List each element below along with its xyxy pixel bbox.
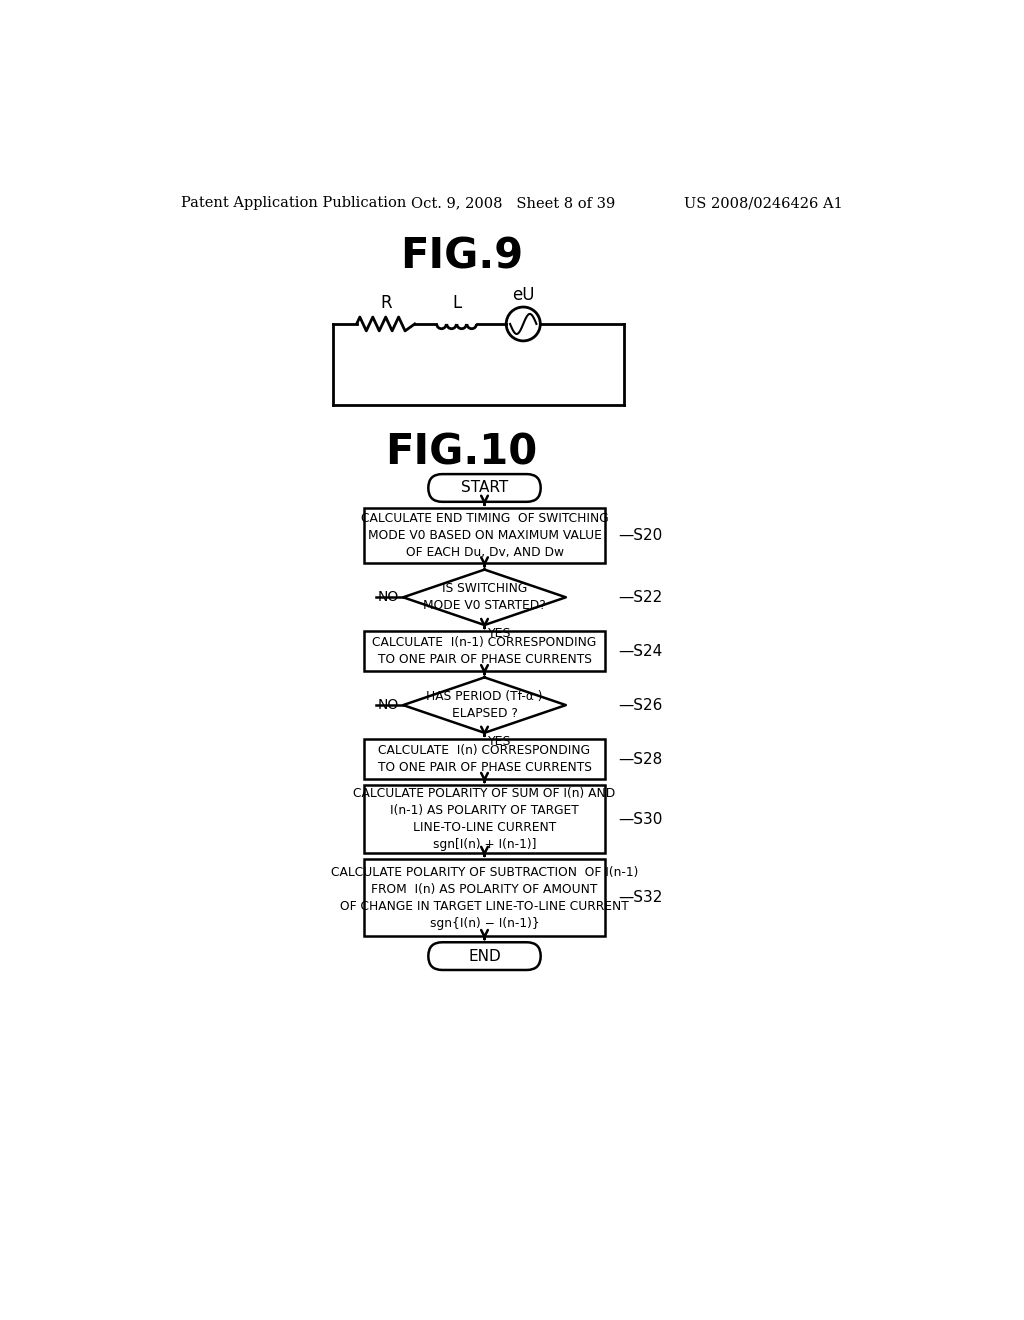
Text: —S28: —S28 (618, 751, 663, 767)
Text: FIG.9: FIG.9 (399, 235, 523, 277)
Text: CALCULATE POLARITY OF SUBTRACTION  OF I(n-1)
FROM  I(n) AS POLARITY OF AMOUNT
OF: CALCULATE POLARITY OF SUBTRACTION OF I(n… (331, 866, 638, 929)
Text: FIG.10: FIG.10 (385, 432, 538, 474)
Text: L: L (452, 293, 461, 312)
Bar (365, 631, 604, 671)
Text: CALCULATE END TIMING  OF SWITCHING
MODE V0 BASED ON MAXIMUM VALUE
OF EACH Du, Dv: CALCULATE END TIMING OF SWITCHING MODE V… (360, 512, 608, 560)
Text: eU: eU (512, 286, 535, 304)
Text: US 2008/0246426 A1: US 2008/0246426 A1 (684, 197, 843, 210)
FancyBboxPatch shape (428, 942, 541, 970)
Bar (365, 508, 604, 564)
FancyBboxPatch shape (428, 474, 541, 502)
Text: NO: NO (377, 590, 398, 605)
Text: —S30: —S30 (618, 812, 663, 826)
Text: END: END (468, 949, 501, 964)
Bar (365, 859, 604, 936)
Bar (365, 785, 604, 853)
Text: —S26: —S26 (618, 697, 663, 713)
Text: —S24: —S24 (618, 644, 663, 659)
Text: —S20: —S20 (618, 528, 663, 544)
Text: YES: YES (488, 627, 512, 640)
Text: CALCULATE  I(n) CORRESPONDING
TO ONE PAIR OF PHASE CURRENTS: CALCULATE I(n) CORRESPONDING TO ONE PAIR… (378, 744, 592, 774)
Text: YES: YES (488, 735, 512, 748)
Text: —S22: —S22 (618, 590, 663, 605)
Text: R: R (380, 293, 391, 312)
Text: —S32: —S32 (618, 890, 663, 906)
Bar (365, 739, 604, 779)
Text: CALCULATE  I(n-1) CORRESPONDING
TO ONE PAIR OF PHASE CURRENTS: CALCULATE I(n-1) CORRESPONDING TO ONE PA… (373, 636, 597, 667)
Text: CALCULATE POLARITY OF SUM OF I(n) AND
I(n-1) AS POLARITY OF TARGET
LINE-TO-LINE : CALCULATE POLARITY OF SUM OF I(n) AND I(… (353, 787, 615, 851)
Text: START: START (461, 480, 508, 495)
Text: Oct. 9, 2008   Sheet 8 of 39: Oct. 9, 2008 Sheet 8 of 39 (411, 197, 615, 210)
Text: Patent Application Publication: Patent Application Publication (180, 197, 407, 210)
Text: IS SWITCHING
MODE V0 STARTED?: IS SWITCHING MODE V0 STARTED? (423, 582, 546, 612)
Text: NO: NO (377, 698, 398, 711)
Text: HAS PERIOD (Tf-α )
ELAPSED ?: HAS PERIOD (Tf-α ) ELAPSED ? (426, 690, 543, 721)
